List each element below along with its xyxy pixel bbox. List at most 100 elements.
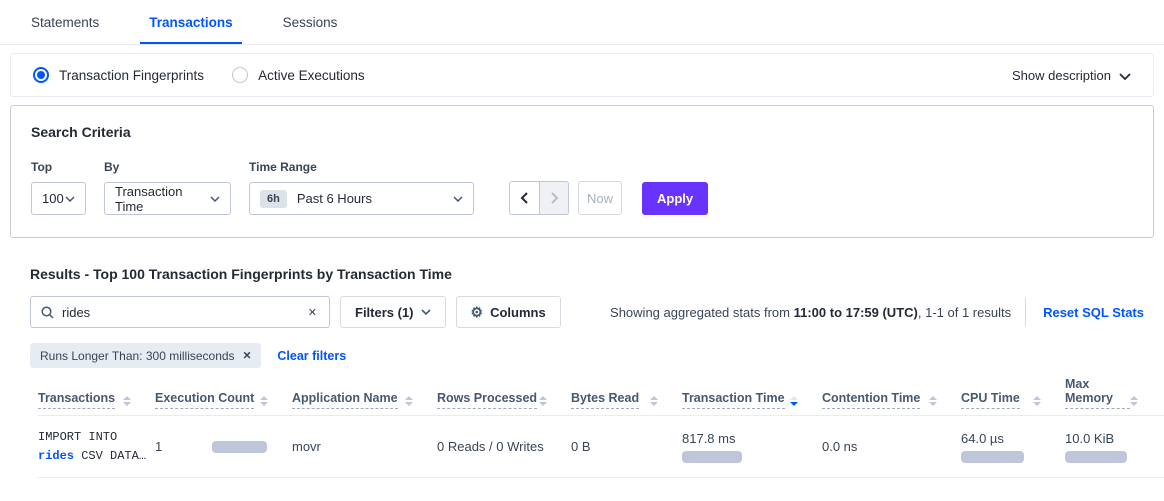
execution-count-cell: 1 — [155, 439, 292, 454]
col-header-max-memory[interactable]: Max Memory — [1065, 377, 1130, 409]
chevron-down-icon — [65, 195, 75, 202]
tab-transactions[interactable]: Transactions — [140, 3, 242, 44]
transaction-time-value: 817.8 ms — [682, 430, 736, 446]
transaction-time-cell: 817.8 ms — [682, 431, 822, 463]
filter-tags-row: Runs Longer Than: 300 milliseconds ✕ Cle… — [30, 343, 1164, 368]
by-select[interactable]: Transaction Time — [104, 182, 231, 215]
sort-icon[interactable] — [929, 396, 937, 409]
gear-icon: ⚙ — [470, 304, 484, 320]
sort-icon[interactable] — [1130, 396, 1138, 409]
columns-label: Columns — [490, 304, 546, 320]
divider — [1025, 298, 1027, 326]
radio-label: Transaction Fingerprints — [59, 67, 205, 83]
time-next-button[interactable] — [539, 182, 568, 214]
cpu-time-value: 64.0 µs — [961, 430, 1004, 446]
max-memory-cell: 10.0 KiB — [1065, 431, 1162, 463]
transaction-fingerprint-cell[interactable]: IMPORT INTO rides CSV DATA… — [38, 428, 155, 466]
search-criteria-panel: Search Criteria Top 100 By Transaction T… — [10, 105, 1154, 238]
transaction-link[interactable]: rides — [38, 448, 75, 463]
stats-area: Showing aggregated stats from 11:00 to 1… — [610, 298, 1154, 326]
search-icon — [41, 305, 54, 319]
results-search-box: ✕ — [30, 296, 330, 328]
top-field: Top 100 — [31, 160, 86, 215]
clear-search-icon[interactable]: ✕ — [307, 306, 317, 319]
show-description-toggle[interactable]: Show description — [1012, 68, 1131, 83]
chevron-down-icon — [420, 309, 431, 315]
radio-unselected-icon — [232, 67, 249, 83]
remove-filter-icon[interactable]: ✕ — [242, 349, 252, 362]
execution-count-bar — [212, 440, 267, 453]
radio-active-executions[interactable]: Active Executions — [232, 67, 365, 83]
time-prev-button[interactable] — [510, 182, 539, 214]
apply-button[interactable]: Apply — [642, 182, 709, 215]
col-header-cpu-time[interactable]: CPU Time — [961, 391, 1020, 409]
application-name-cell: movr — [292, 439, 321, 454]
cpu-time-cell: 64.0 µs — [961, 431, 1065, 463]
page-tabs: Statements Transactions Sessions — [0, 0, 1164, 45]
top-select[interactable]: 100 — [31, 182, 86, 215]
sort-icon[interactable] — [1033, 396, 1041, 409]
col-header-transaction-time[interactable]: Transaction Time — [682, 391, 785, 409]
results-controls: ✕ Filters (1) ⚙ Columns Showing aggregat… — [30, 296, 1154, 328]
top-value: 100 — [42, 191, 64, 206]
aggregated-stats-text: Showing aggregated stats from 11:00 to 1… — [610, 304, 1012, 320]
results-table: Transactions Execution Count Application… — [0, 377, 1164, 478]
filters-label: Filters (1) — [355, 304, 414, 320]
sort-icon[interactable] — [123, 396, 131, 409]
chevron-down-icon — [453, 195, 463, 202]
results-heading: Results - Top 100 Transaction Fingerprin… — [30, 266, 452, 282]
top-label: Top — [31, 160, 53, 174]
sort-icon[interactable] — [260, 396, 268, 409]
col-header-application-name[interactable]: Application Name — [292, 391, 398, 409]
view-toggle-bar: Transaction Fingerprints Active Executio… — [10, 53, 1154, 97]
by-field: By Transaction Time — [104, 160, 231, 215]
sql-line1: IMPORT INTO — [38, 429, 118, 444]
by-label: By — [104, 160, 120, 174]
time-nav-group — [509, 181, 569, 215]
sort-icon[interactable] — [405, 396, 413, 409]
table-row: IMPORT INTO rides CSV DATA… 1 movr 0 Rea… — [38, 416, 1164, 478]
radio-transaction-fingerprints[interactable]: Transaction Fingerprints — [33, 67, 204, 83]
time-range-badge: 6h — [260, 189, 287, 208]
radio-selected-icon — [33, 67, 49, 83]
time-range-field: Time Range 6h Past 6 Hours — [249, 160, 474, 215]
col-header-execution-count[interactable]: Execution Count — [155, 391, 255, 409]
max-memory-bar — [1065, 450, 1127, 463]
tab-statements[interactable]: Statements — [31, 15, 100, 30]
col-header-contention-time[interactable]: Contention Time — [822, 391, 921, 409]
clear-filters-link[interactable]: Clear filters — [277, 348, 347, 363]
filter-tag-label: Runs Longer Than: 300 milliseconds — [40, 348, 235, 363]
table-header-row: Transactions Execution Count Application… — [38, 377, 1164, 416]
search-input[interactable] — [62, 304, 306, 320]
radio-label: Active Executions — [258, 67, 365, 83]
time-range-label: Time Range — [249, 160, 317, 174]
col-header-rows-processed[interactable]: Rows Processed — [437, 391, 538, 409]
sort-icon[interactable] — [539, 396, 547, 409]
sort-icon-active-desc[interactable] — [790, 396, 798, 409]
transaction-time-bar — [682, 450, 742, 463]
by-value: Transaction Time — [115, 183, 183, 214]
reset-sql-stats-link[interactable]: Reset SQL Stats — [1043, 304, 1144, 320]
cpu-time-bar — [961, 450, 1024, 463]
sort-icon[interactable] — [650, 396, 658, 409]
max-memory-value: 10.0 KiB — [1065, 430, 1115, 446]
search-criteria-title: Search Criteria — [31, 124, 131, 140]
time-range-value: Past 6 Hours — [296, 191, 372, 206]
chevron-down-icon — [210, 195, 220, 202]
columns-button[interactable]: ⚙ Columns — [455, 296, 561, 328]
col-header-bytes-read[interactable]: Bytes Read — [571, 391, 640, 409]
bytes-read-cell: 0 B — [571, 439, 591, 454]
col-header-transactions[interactable]: Transactions — [38, 391, 116, 409]
time-range-select[interactable]: 6h Past 6 Hours — [249, 182, 474, 215]
tab-sessions[interactable]: Sessions — [282, 15, 338, 30]
chevron-down-icon — [1119, 68, 1131, 83]
execution-count-value: 1 — [155, 439, 163, 454]
filters-button[interactable]: Filters (1) — [340, 296, 446, 328]
filter-tag: Runs Longer Than: 300 milliseconds ✕ — [30, 343, 262, 368]
show-description-label: Show description — [1012, 67, 1111, 83]
view-radio-group: Transaction Fingerprints Active Executio… — [33, 67, 365, 83]
rows-processed-cell: 0 Reads / 0 Writes — [437, 439, 544, 454]
contention-time-cell: 0.0 ns — [822, 439, 858, 454]
sql-line2: rides CSV DATA… — [38, 448, 147, 463]
now-button[interactable]: Now — [578, 181, 622, 215]
